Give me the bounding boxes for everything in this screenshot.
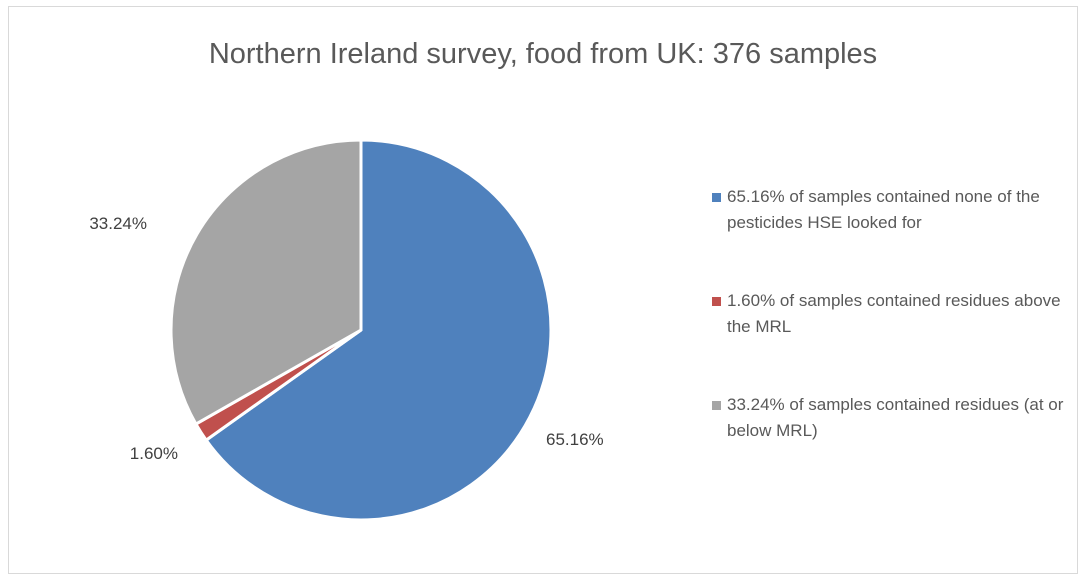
chart-title: Northern Ireland survey, food from UK: 3…	[208, 38, 878, 70]
data-label: 65.16%	[546, 430, 604, 449]
pie-slice-none-detected	[204, 138, 553, 522]
legend-item-above-mrl: 1.60% of samples contained residues abov…	[712, 288, 1072, 340]
legend-swatch-grey	[712, 401, 721, 410]
legend-swatch-red	[712, 297, 721, 306]
data-label: 1.60%	[130, 444, 178, 463]
legend-swatch-blue	[712, 193, 721, 202]
legend-label: 65.16% of samples contained none of the …	[727, 187, 1040, 232]
pie-slice-at-or-below-mrl	[169, 138, 363, 426]
legend-label: 1.60% of samples contained residues abov…	[727, 291, 1061, 336]
legend-label: 33.24% of samples contained residues (at…	[727, 395, 1064, 440]
legend-item-none-detected: 65.16% of samples contained none of the …	[712, 184, 1072, 236]
legend-item-at-or-below-mrl: 33.24% of samples contained residues (at…	[712, 392, 1072, 444]
data-label: 33.24%	[89, 214, 147, 233]
